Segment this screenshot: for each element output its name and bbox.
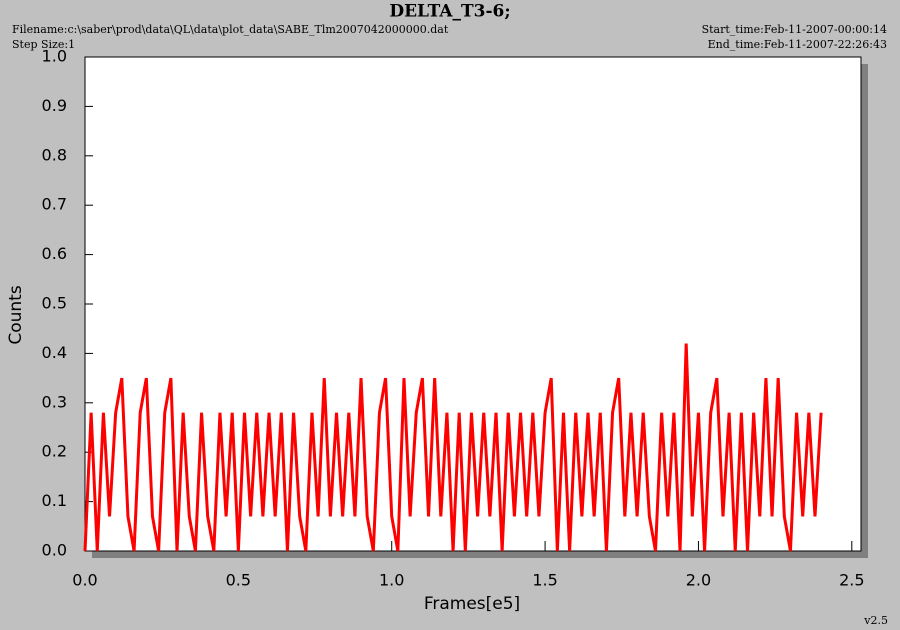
y-tick-label: 0.4 (42, 343, 67, 362)
x-tick-label: 2.5 (839, 571, 864, 590)
version: v2.5 (863, 614, 888, 627)
x-tick-label: 0.0 (72, 571, 97, 590)
y-tick-label: 0.8 (42, 145, 67, 164)
chart-title: DELTA_T3-6; (389, 2, 510, 22)
x-tick-label: 0.5 (226, 571, 251, 590)
y-tick-label: 0.7 (42, 195, 67, 214)
x-axis-label: Frames[e5] (424, 594, 520, 614)
y-tick-label: 0.0 (42, 541, 67, 560)
y-tick-label: 0.5 (42, 294, 67, 313)
y-tick-label: 0.1 (42, 491, 67, 510)
y-tick-label: 0.9 (42, 96, 67, 115)
y-tick-label: 0.6 (42, 244, 67, 263)
step-size: Step Size:1 (12, 38, 75, 51)
data-line (83, 343, 823, 552)
y-tick-label: 0.2 (42, 442, 67, 461)
end-time: End_time:Feb-11-2007-22:26:43 (708, 38, 887, 51)
start-time: Start_time:Feb-11-2007-00:00:14 (702, 23, 887, 36)
y-tick-label: 1.0 (42, 47, 67, 66)
x-tick-label: 2.0 (686, 571, 711, 590)
filename: Filename:c:\saber\prod\data\QL\data\plot… (12, 23, 449, 36)
y-tick-label: 0.3 (42, 392, 67, 411)
y-axis-label: Counts (6, 285, 26, 344)
x-tick-label: 1.0 (379, 571, 404, 590)
x-tick-label: 1.5 (532, 571, 557, 590)
